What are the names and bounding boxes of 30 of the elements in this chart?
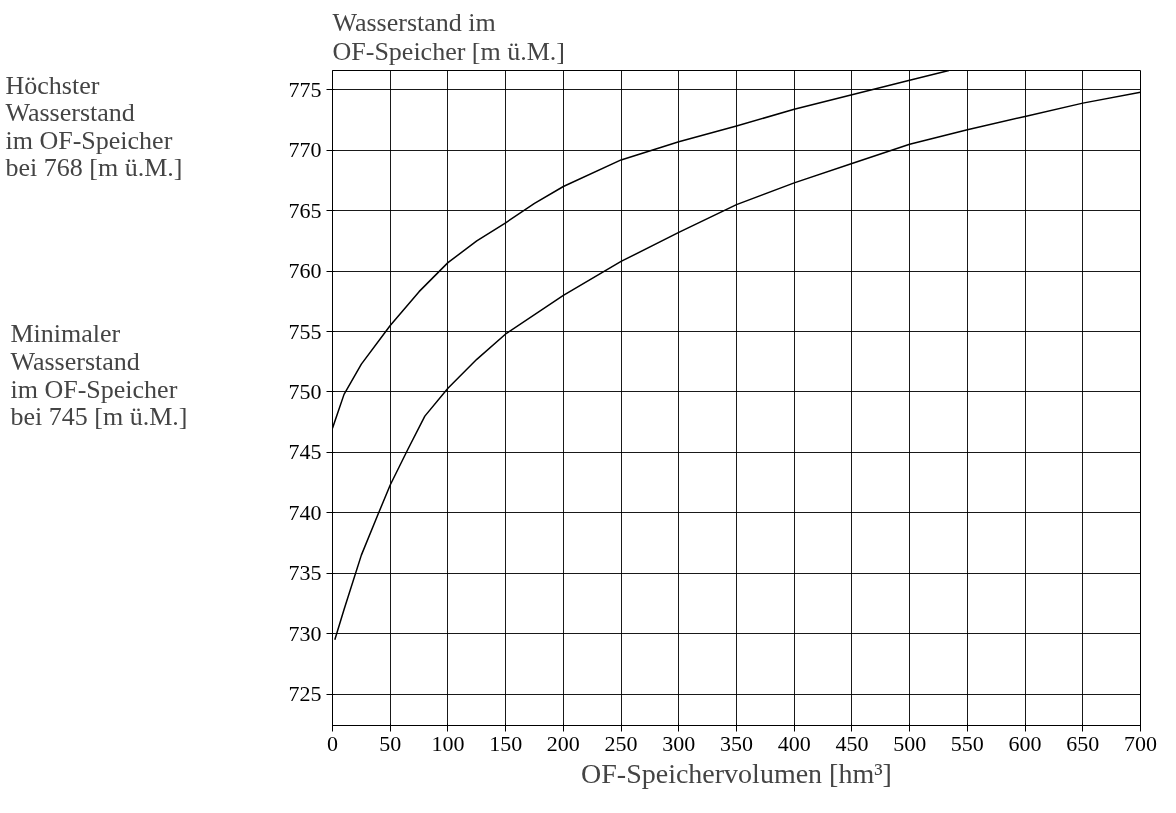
x-tick-label: 700 [1124, 730, 1157, 756]
y-tick-label: 765 [288, 197, 322, 223]
x-tick-label: 500 [893, 730, 927, 756]
y-axis-title: Wasserstand im OF-Speicher [m ü.M.] [332, 7, 566, 66]
y-tick-label: 730 [288, 620, 322, 646]
x-tick-label: 350 [720, 730, 753, 756]
x-tick-label: 0 [327, 730, 338, 756]
y-tick-label: 770 [288, 137, 322, 163]
x-tick-label: 450 [835, 730, 869, 756]
y-tick-label: 725 [288, 681, 322, 707]
text: Minimaler Wasserstand im OF-Speicher bei 745 [m ü.M.] [10, 319, 188, 432]
y-tick-label: 775 [288, 76, 322, 102]
x-tick-label: 300 [662, 730, 696, 756]
text: Höchster Wasserstand im OF-Speicher bei 768 [m ü.M.] [5, 70, 183, 183]
x-tick-label: 400 [777, 730, 811, 756]
y-tick-label: 740 [288, 499, 322, 525]
y-tick-label: 735 [288, 560, 322, 586]
x-tick-label: 550 [950, 730, 984, 756]
x-axis-title: OF-Speichervolumen [hm³] [581, 757, 892, 789]
x-tick-label: 250 [604, 730, 638, 756]
x-tick-label: 200 [546, 730, 580, 756]
x-tick-label: 600 [1008, 730, 1042, 756]
y-tick-label: 750 [288, 378, 322, 404]
y-tick-label: 755 [288, 318, 322, 344]
x-tick-label: 650 [1066, 730, 1100, 756]
x-tick-label: 100 [431, 730, 465, 756]
x-tick-label: 150 [489, 730, 523, 756]
y-tick-label: 745 [288, 439, 322, 465]
y-tick-label: 760 [288, 258, 322, 284]
x-tick-label: 50 [379, 730, 402, 756]
